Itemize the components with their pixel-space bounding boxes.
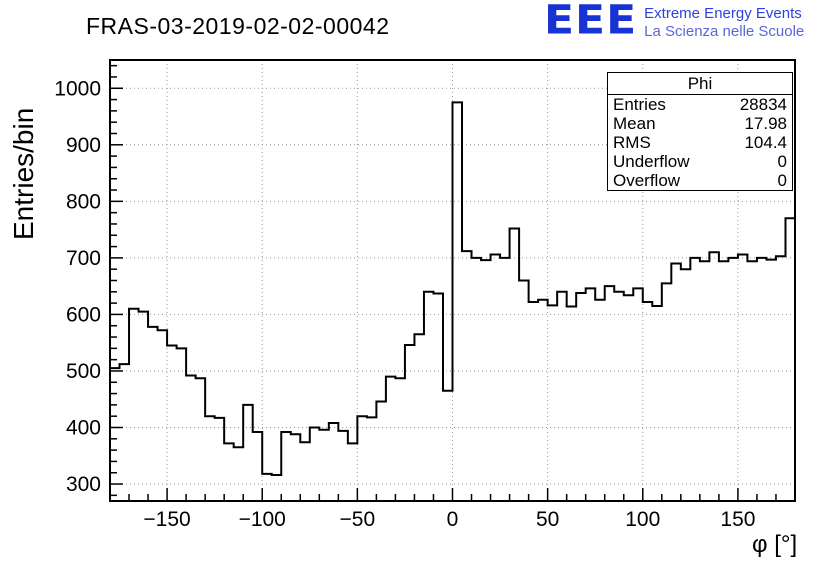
x-axis-title: φ [°] xyxy=(752,531,798,558)
stats-box-title: Phi xyxy=(608,73,792,95)
svg-text:1000: 1000 xyxy=(54,77,101,100)
stats-value: 104.4 xyxy=(744,133,787,152)
svg-text:700: 700 xyxy=(66,247,101,270)
svg-text:−50: −50 xyxy=(340,508,376,531)
svg-text:100: 100 xyxy=(625,508,660,531)
stats-row: Underflow 0 xyxy=(608,152,792,171)
stats-label: Underflow xyxy=(613,152,690,171)
svg-text:300: 300 xyxy=(66,473,101,496)
stats-value: 0 xyxy=(777,171,787,190)
eee-logo-letters: EEE xyxy=(544,0,638,44)
stats-label: Entries xyxy=(613,95,666,114)
x-axis-tick-labels: −150 −100 −50 0 50 100 150 xyxy=(143,508,755,531)
svg-text:−100: −100 xyxy=(239,508,286,531)
stats-value: 28834 xyxy=(739,95,787,114)
stats-value: 17.98 xyxy=(744,114,787,133)
axis-ticks xyxy=(110,64,777,501)
svg-text:800: 800 xyxy=(66,190,101,213)
eee-logo-line1: Extreme Energy Events xyxy=(644,5,802,22)
y-axis-tick-labels: 300 400 500 600 700 800 900 1000 xyxy=(54,77,101,496)
svg-text:900: 900 xyxy=(66,134,101,157)
svg-text:50: 50 xyxy=(536,508,559,531)
stats-label: Mean xyxy=(613,114,656,133)
eee-logo-line2: La Scienza nelle Scuole xyxy=(644,23,805,40)
stats-row: Entries 28834 xyxy=(608,95,792,114)
stats-label: Overflow xyxy=(613,171,681,190)
svg-text:400: 400 xyxy=(66,417,101,440)
eee-logo-text: Extreme Energy Events La Scienza nelle S… xyxy=(644,2,804,41)
stats-label: RMS xyxy=(613,133,651,152)
y-axis-title: Entries/bin xyxy=(8,107,39,240)
svg-text:0: 0 xyxy=(447,508,459,531)
stats-row: Mean 17.98 xyxy=(608,114,792,133)
svg-text:150: 150 xyxy=(720,508,755,531)
svg-text:500: 500 xyxy=(66,360,101,383)
stats-value: 0 xyxy=(777,152,787,171)
eee-logo: EEE Extreme Energy Events La Scienza nel… xyxy=(544,0,804,44)
stats-row: Overflow 0 xyxy=(608,171,792,190)
svg-text:600: 600 xyxy=(66,303,101,326)
stats-row: RMS 104.4 xyxy=(608,133,792,152)
svg-text:−150: −150 xyxy=(143,508,190,531)
histogram-line xyxy=(110,101,795,476)
plot-title: FRAS-03-2019-02-02-00042 xyxy=(86,13,390,39)
stats-box: Phi Entries 28834 Mean 17.98 RMS 104.4 U… xyxy=(607,72,793,191)
